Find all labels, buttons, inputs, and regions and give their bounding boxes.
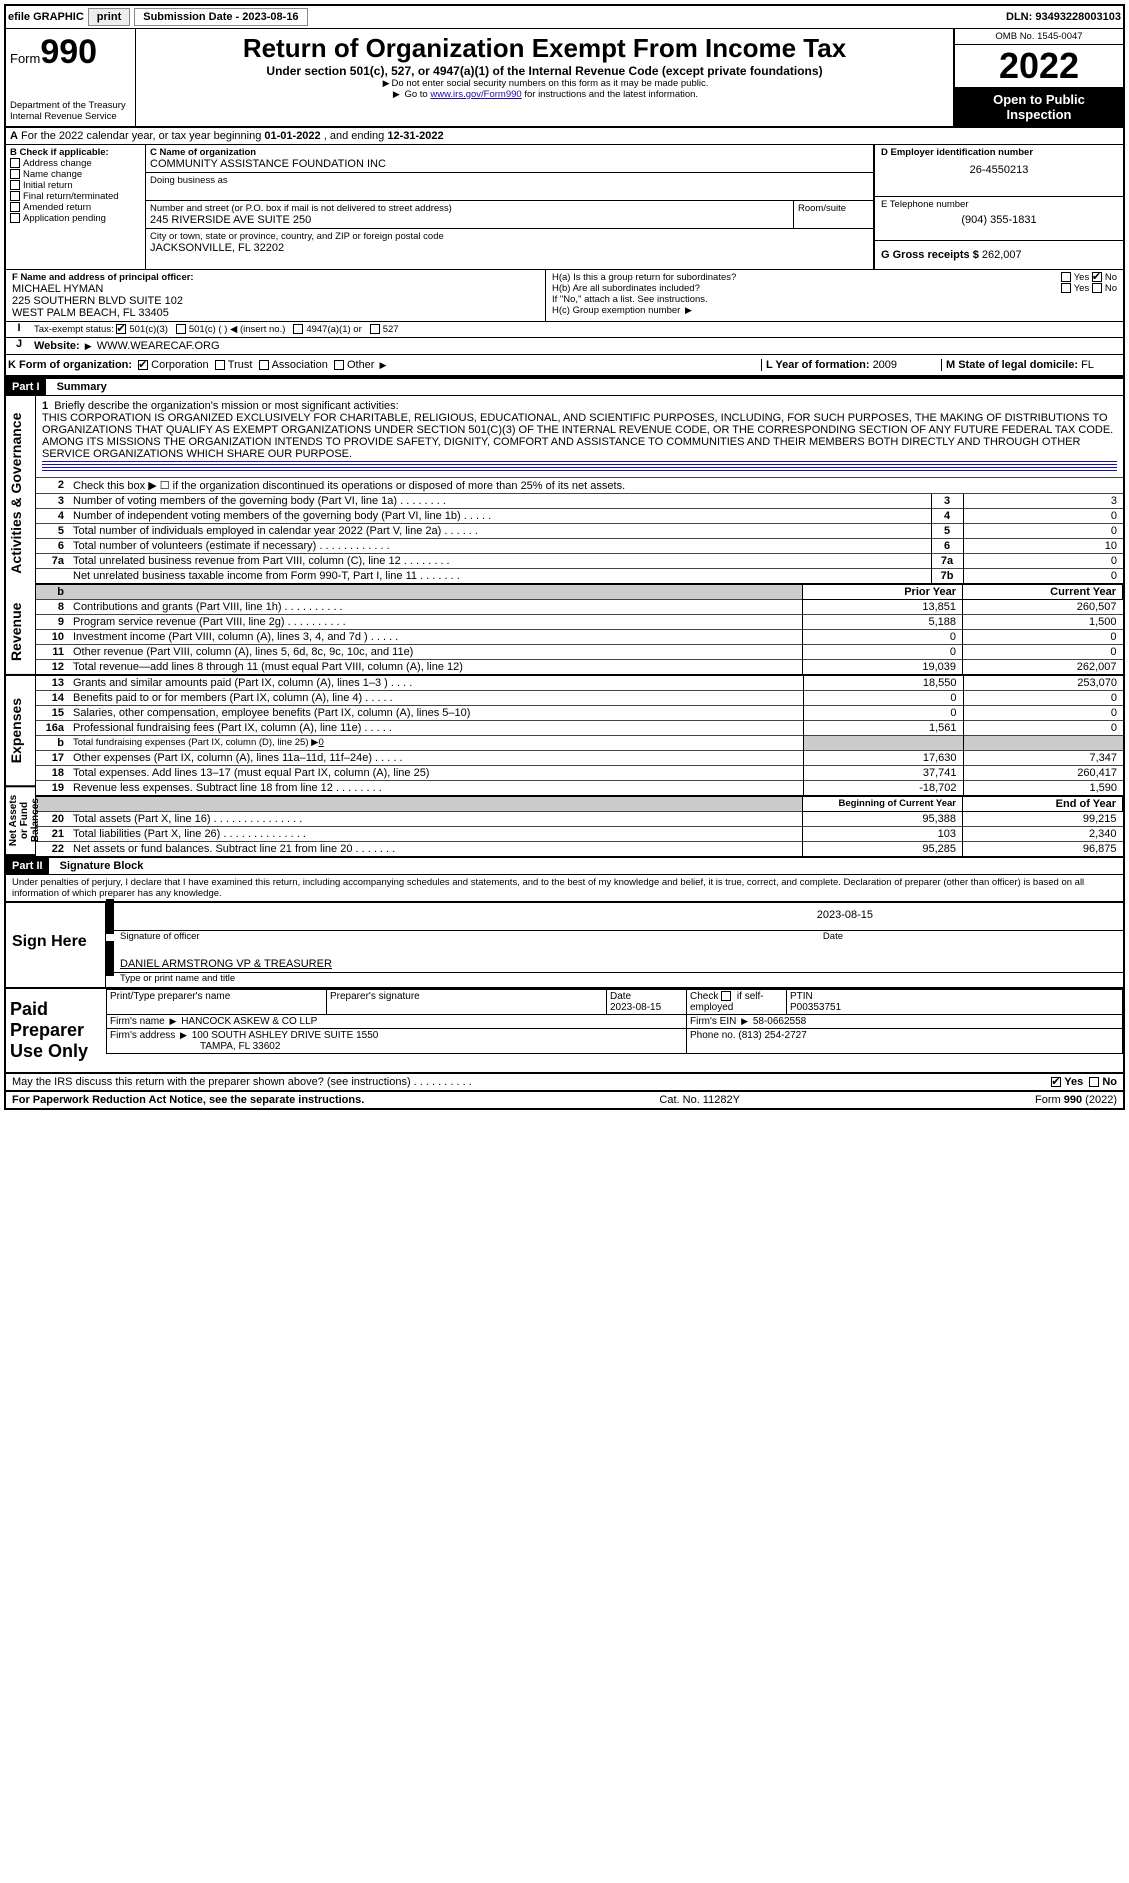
hb-yes-no: Yes No	[1061, 283, 1117, 294]
val-3: 3	[963, 494, 1123, 509]
section-f-h: F Name and address of principal officer:…	[6, 269, 1123, 321]
sidebar-expenses: Expenses	[6, 676, 35, 787]
header-middle: Return of Organization Exempt From Incom…	[136, 29, 953, 126]
section-d-e-g: D Employer identification number 26-4550…	[873, 145, 1123, 269]
cb-discuss-yes[interactable]	[1051, 1077, 1061, 1087]
header-right: OMB No. 1545-0047 2022 Open to Public In…	[953, 29, 1123, 126]
summary-table-expenses: 13Grants and similar amounts paid (Part …	[36, 674, 1123, 795]
page-footer: For Paperwork Reduction Act Notice, see …	[6, 1092, 1123, 1108]
telephone: (904) 355-1831	[881, 210, 1117, 226]
firm-phone: (813) 254-2727	[738, 1030, 806, 1041]
sidebar-revenue: Revenue	[6, 590, 35, 676]
sign-here-label: Sign Here	[6, 903, 106, 987]
officer-addr2: WEST PALM BEACH, FL 33405	[12, 307, 539, 319]
firm-ein: 58-0662558	[753, 1016, 806, 1027]
print-button[interactable]: print	[88, 8, 130, 26]
section-k-l-m: K Form of organization: Corporation Trus…	[6, 355, 1123, 377]
cb-501c[interactable]	[176, 324, 186, 334]
form-footer: Form 990 (2022)	[1035, 1094, 1117, 1106]
summary-table-ag: 2Check this box ▶ ☐ if the organization …	[36, 477, 1123, 583]
cb-other[interactable]	[334, 360, 344, 370]
form990-link[interactable]: www.irs.gov/Form990	[430, 89, 521, 100]
cb-4947[interactable]	[293, 324, 303, 334]
header-left: Form990 Department of the Treasury Inter…	[6, 29, 136, 126]
section-c: C Name of organization COMMUNITY ASSISTA…	[146, 145, 873, 269]
website: WWW.WEARECAF.ORG	[97, 340, 220, 352]
section-i: I Tax-exempt status: 501(c)(3) 501(c) ( …	[6, 321, 1123, 337]
form-title: Return of Organization Exempt From Incom…	[140, 33, 949, 64]
gross-receipts: 262,007	[982, 249, 1022, 261]
form-header: Form990 Department of the Treasury Inter…	[6, 29, 1123, 128]
val-7a: 0	[963, 554, 1123, 569]
submission-date-box: Submission Date - 2023-08-16	[134, 8, 307, 26]
firm-addr1: 100 SOUTH ASHLEY DRIVE SUITE 1550	[192, 1030, 379, 1041]
section-b-to-g: B Check if applicable: Address change Na…	[6, 145, 1123, 269]
sign-date: 2023-08-15	[817, 909, 873, 921]
section-a: A For the 2022 calendar year, or tax yea…	[6, 128, 1123, 145]
cb-final-return[interactable]: Final return/terminated	[10, 191, 141, 202]
paid-preparer-section: Paid Preparer Use Only Print/Type prepar…	[6, 987, 1123, 1074]
val-4: 0	[963, 509, 1123, 524]
summary-table-net: Beginning of Current YearEnd of Year 20T…	[36, 795, 1123, 856]
cb-self-employed[interactable]	[721, 991, 731, 1001]
ein: 26-4550213	[881, 158, 1117, 176]
efile-label: efile GRAPHIC	[8, 11, 84, 23]
paid-preparer-label: Paid Preparer Use Only	[6, 989, 106, 1072]
form-number: Form990	[10, 33, 131, 72]
part-1-body: Activities & Governance Revenue Expenses…	[6, 396, 1123, 856]
discuss-row: May the IRS discuss this return with the…	[6, 1074, 1123, 1092]
efile-topbar: efile GRAPHIC print Submission Date - 20…	[6, 6, 1123, 29]
org-street: 245 RIVERSIDE AVE SUITE 250	[150, 214, 789, 226]
cb-association[interactable]	[259, 360, 269, 370]
omb: OMB No. 1545-0047	[955, 29, 1123, 44]
val-6: 10	[963, 539, 1123, 554]
form-subtitle-2: Do not enter social security numbers on …	[140, 78, 949, 89]
irs-label: Internal Revenue Service	[10, 111, 131, 122]
org-name: COMMUNITY ASSISTANCE FOUNDATION INC	[150, 158, 869, 170]
cb-corporation[interactable]	[138, 360, 148, 370]
cb-initial-return[interactable]: Initial return	[10, 180, 141, 191]
section-f: F Name and address of principal officer:…	[6, 270, 546, 321]
open-to-public: Open to Public Inspection	[955, 88, 1123, 126]
tax-year: 2022	[955, 44, 1123, 88]
val-5: 0	[963, 524, 1123, 539]
part-2-header: Part II Signature Block	[6, 856, 1123, 875]
org-city: JACKSONVILLE, FL 32202	[150, 242, 869, 254]
sidebar-activities: Activities & Governance	[6, 396, 35, 590]
cb-527[interactable]	[370, 324, 380, 334]
cb-amended[interactable]: Amended return	[10, 202, 141, 213]
form-subtitle-3: Go to www.irs.gov/Form990 for instructio…	[140, 89, 949, 100]
cb-501c3[interactable]	[116, 324, 126, 334]
firm-addr2: TAMPA, FL 33602	[110, 1041, 280, 1052]
year-formation: 2009	[873, 359, 897, 371]
officer-name: MICHAEL HYMAN	[12, 283, 539, 295]
part-1-header: Part I Summary	[6, 377, 1123, 396]
cb-discuss-no[interactable]	[1089, 1077, 1099, 1087]
cb-trust[interactable]	[215, 360, 225, 370]
form-subtitle-1: Under section 501(c), 527, or 4947(a)(1)…	[140, 64, 949, 78]
dept-treasury: Department of the Treasury	[10, 100, 131, 111]
firm-name: HANCOCK ASKEW & CO LLP	[181, 1016, 317, 1027]
ha-yes-no: Yes No	[1061, 272, 1117, 283]
sign-here-section: Sign Here Signature of officer 2023-08-1…	[6, 901, 1123, 987]
room-suite: Room/suite	[793, 201, 873, 228]
section-j: J Website: WWW.WEARECAF.ORG	[6, 337, 1123, 355]
form-990-page: efile GRAPHIC print Submission Date - 20…	[4, 4, 1125, 1110]
dln: DLN: 93493228003103	[1006, 11, 1121, 23]
state-domicile: FL	[1081, 359, 1094, 371]
sidebar-net-assets: Net Assets or Fund Balances	[6, 787, 35, 856]
section-b: B Check if applicable: Address change Na…	[6, 145, 146, 269]
officer-print-name: DANIEL ARMSTRONG VP & TREASURER	[120, 958, 332, 970]
section-h: H(a) Is this a group return for subordin…	[546, 270, 1123, 321]
summary-table-revenue: bPrior YearCurrent Year 8Contributions a…	[36, 583, 1123, 674]
perjury-text: Under penalties of perjury, I declare th…	[6, 875, 1123, 901]
cb-name-change[interactable]: Name change	[10, 169, 141, 180]
ptin: P00353751	[790, 1002, 841, 1013]
officer-addr1: 225 SOUTHERN BLVD SUITE 102	[12, 295, 539, 307]
cb-application-pending[interactable]: Application pending	[10, 213, 141, 224]
cat-no: Cat. No. 11282Y	[659, 1094, 740, 1106]
mission-text: THIS CORPORATION IS ORGANIZED EXCLUSIVEL…	[42, 412, 1113, 460]
cb-address-change[interactable]: Address change	[10, 158, 141, 169]
val-7b: 0	[963, 569, 1123, 584]
